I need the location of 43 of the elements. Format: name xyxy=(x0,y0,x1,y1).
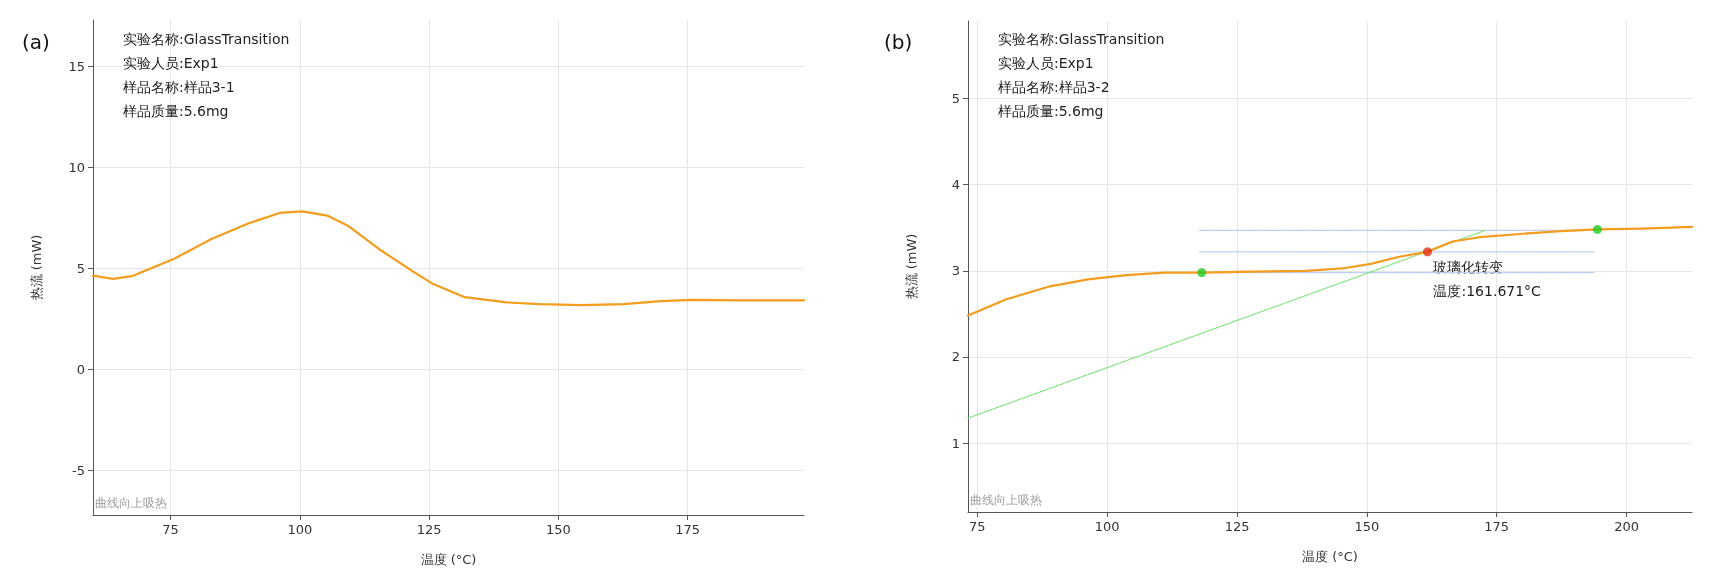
x-axis-title: 温度 (°C) xyxy=(420,552,477,567)
text: (a) xyxy=(22,30,50,54)
x-tick-label: 125 xyxy=(1224,519,1250,534)
x-tick-label: 75 xyxy=(969,519,986,534)
x-axis-title: 温度 (°C) xyxy=(1302,549,1358,564)
y-tick-label: -5 xyxy=(72,463,85,479)
annotation: 样品质量:5.6mg xyxy=(998,103,1104,119)
y-tick-label: 5 xyxy=(951,91,960,107)
annotation: 曲线向上吸热 xyxy=(95,496,167,510)
annotation: 温度:161.671°C xyxy=(1433,282,1542,299)
line-series xyxy=(91,210,806,307)
point xyxy=(1423,247,1432,257)
x-tick-label: 100 xyxy=(287,522,313,537)
annotation: 实验名称:GlassTransition xyxy=(123,31,290,47)
point xyxy=(1592,224,1602,234)
text: (b) xyxy=(884,30,913,54)
annotation: 曲线向上吸热 xyxy=(970,493,1042,507)
y-axis-title: 热流 (mW) xyxy=(904,233,919,300)
y-tick-label: 5 xyxy=(76,261,85,277)
annotation: 样品名称:样品3-2 xyxy=(998,79,1110,95)
x-tick-label: 100 xyxy=(1094,519,1120,534)
y-tick-label: 1 xyxy=(951,435,960,451)
y-tick-label: 10 xyxy=(68,159,85,175)
x-tick-label: 175 xyxy=(1484,519,1510,534)
x-tick-label: 150 xyxy=(1354,519,1380,534)
y-tick-label: 3 xyxy=(951,263,960,279)
annotation: 样品名称:样品3-1 xyxy=(123,79,235,95)
point xyxy=(1197,268,1207,278)
y-axis-title: 热流 (mW) xyxy=(29,234,44,301)
y-tick-label: 4 xyxy=(951,177,960,193)
x-tick-label: 125 xyxy=(416,522,442,537)
x-tick-label: 175 xyxy=(675,522,701,537)
y-tick-label: 15 xyxy=(68,58,85,74)
y-tick-label: 2 xyxy=(951,349,960,365)
annotation: 实验名称:GlassTransition xyxy=(998,31,1165,47)
line-series xyxy=(966,225,1694,317)
x-tick-label: 150 xyxy=(545,522,571,537)
y-tick-label: 0 xyxy=(76,362,85,378)
annotation: 样品质量:5.6mg xyxy=(123,103,229,119)
annotation: 实验人员:Exp1 xyxy=(998,55,1094,71)
x-tick-label: 200 xyxy=(1614,519,1639,534)
x-tick-label: 75 xyxy=(162,522,179,537)
annotation: 实验人员:Exp1 xyxy=(123,55,219,71)
